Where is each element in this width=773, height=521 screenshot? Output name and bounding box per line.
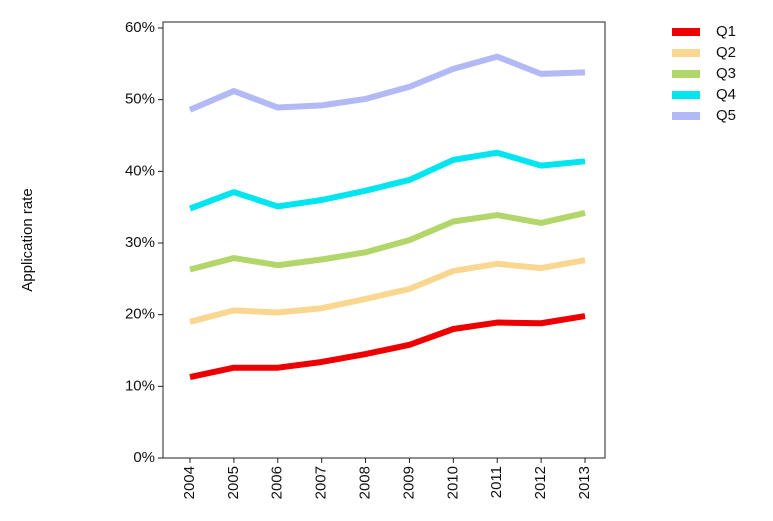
x-tick-label: 2010: [444, 466, 461, 499]
series-line: [188, 149, 586, 212]
y-tick-label: 0%: [133, 449, 155, 466]
x-tick-label: 2012: [532, 466, 549, 499]
legend-label: Q3: [716, 65, 736, 82]
x-tick-label: 2006: [269, 466, 286, 499]
series-line: [189, 257, 586, 325]
x-tick-label: 2008: [357, 466, 374, 499]
series-line: [189, 313, 586, 380]
y-axis-label: Application rate: [19, 188, 36, 291]
x-tick-label: 2005: [225, 466, 242, 499]
legend-label: Q1: [716, 23, 736, 40]
y-tick-label: 20%: [125, 306, 155, 323]
y-tick-label: 40%: [125, 162, 155, 179]
y-tick-label: 50%: [125, 91, 155, 108]
legend-label: Q5: [716, 107, 736, 124]
x-tick-label: 2004: [181, 466, 198, 499]
plot-frame: [162, 21, 606, 459]
y-tick-label: 10%: [125, 377, 155, 394]
legend-label: Q2: [716, 44, 736, 61]
y-tick-label: 30%: [125, 234, 155, 251]
legend-label: Q4: [716, 86, 736, 103]
x-tick-label: 2007: [313, 466, 330, 499]
x-tick-label: 2011: [488, 466, 505, 498]
series-line: [189, 209, 586, 273]
series-line: [188, 53, 586, 113]
x-tick-label: 2013: [576, 466, 593, 499]
y-tick-label: 60%: [125, 19, 155, 36]
x-tick-label: 2009: [400, 466, 417, 499]
